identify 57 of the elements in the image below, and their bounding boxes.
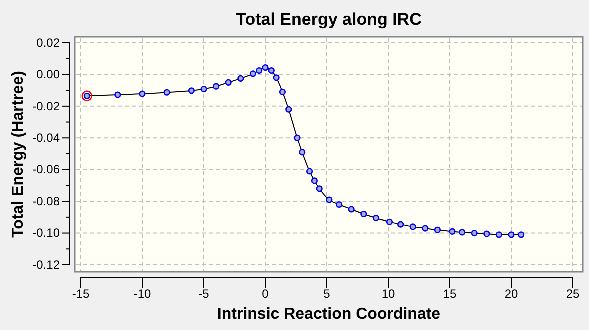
point <box>410 224 416 230</box>
point <box>299 149 306 156</box>
y-tick-label: -0.10 <box>32 226 60 240</box>
point <box>348 206 355 213</box>
point <box>496 232 502 238</box>
y-tick-label: 0.02 <box>36 36 60 50</box>
x-tick-label: 10 <box>382 286 396 301</box>
point <box>518 232 525 238</box>
point <box>238 75 244 82</box>
x-tick-label: 5 <box>324 286 331 301</box>
y-tick-label: -0.02 <box>32 99 60 114</box>
point <box>164 89 170 96</box>
y-tick-label: -0.04 <box>32 130 60 145</box>
point <box>449 228 456 235</box>
x-tick-label: -10 <box>134 286 152 301</box>
x-tick-label: 15 <box>443 286 457 301</box>
point <box>459 229 466 236</box>
y-axis-title: Total Energy (Hartree) <box>10 71 27 238</box>
x-tick-label: -5 <box>198 286 210 301</box>
y-tick-label: -0.08 <box>32 194 60 208</box>
point <box>398 221 404 228</box>
point <box>114 92 122 98</box>
point <box>273 74 280 82</box>
point <box>434 226 441 234</box>
point <box>484 230 490 238</box>
point <box>250 70 256 78</box>
point <box>294 134 301 142</box>
point <box>268 67 275 74</box>
x-tick-label: 0 <box>262 286 270 301</box>
point <box>326 196 333 204</box>
point <box>200 86 208 93</box>
point <box>508 232 515 238</box>
point <box>256 67 263 74</box>
point <box>225 79 232 86</box>
x-tick-label: -15 <box>72 286 90 301</box>
point <box>360 210 368 218</box>
point <box>336 201 343 208</box>
point <box>213 83 220 90</box>
y-tick-label: -0.06 <box>32 162 60 177</box>
y-tick-label: -0.12 <box>32 258 60 272</box>
x-tick-label: 20 <box>504 286 518 301</box>
x-axis-title: Intrinsic Reaction Coordinate <box>217 306 441 323</box>
point <box>279 88 286 96</box>
point <box>311 178 318 184</box>
point <box>422 225 429 232</box>
y-tick-label: 0.00 <box>36 68 60 82</box>
point <box>316 186 323 192</box>
point <box>262 64 269 72</box>
point <box>188 88 195 94</box>
point <box>139 90 146 98</box>
chart-title: Total Energy along IRC <box>236 10 422 29</box>
point <box>386 218 394 226</box>
point <box>286 106 292 113</box>
point <box>471 230 478 237</box>
x-tick-label: 25 <box>566 286 580 301</box>
point <box>372 214 380 222</box>
point <box>306 168 314 175</box>
